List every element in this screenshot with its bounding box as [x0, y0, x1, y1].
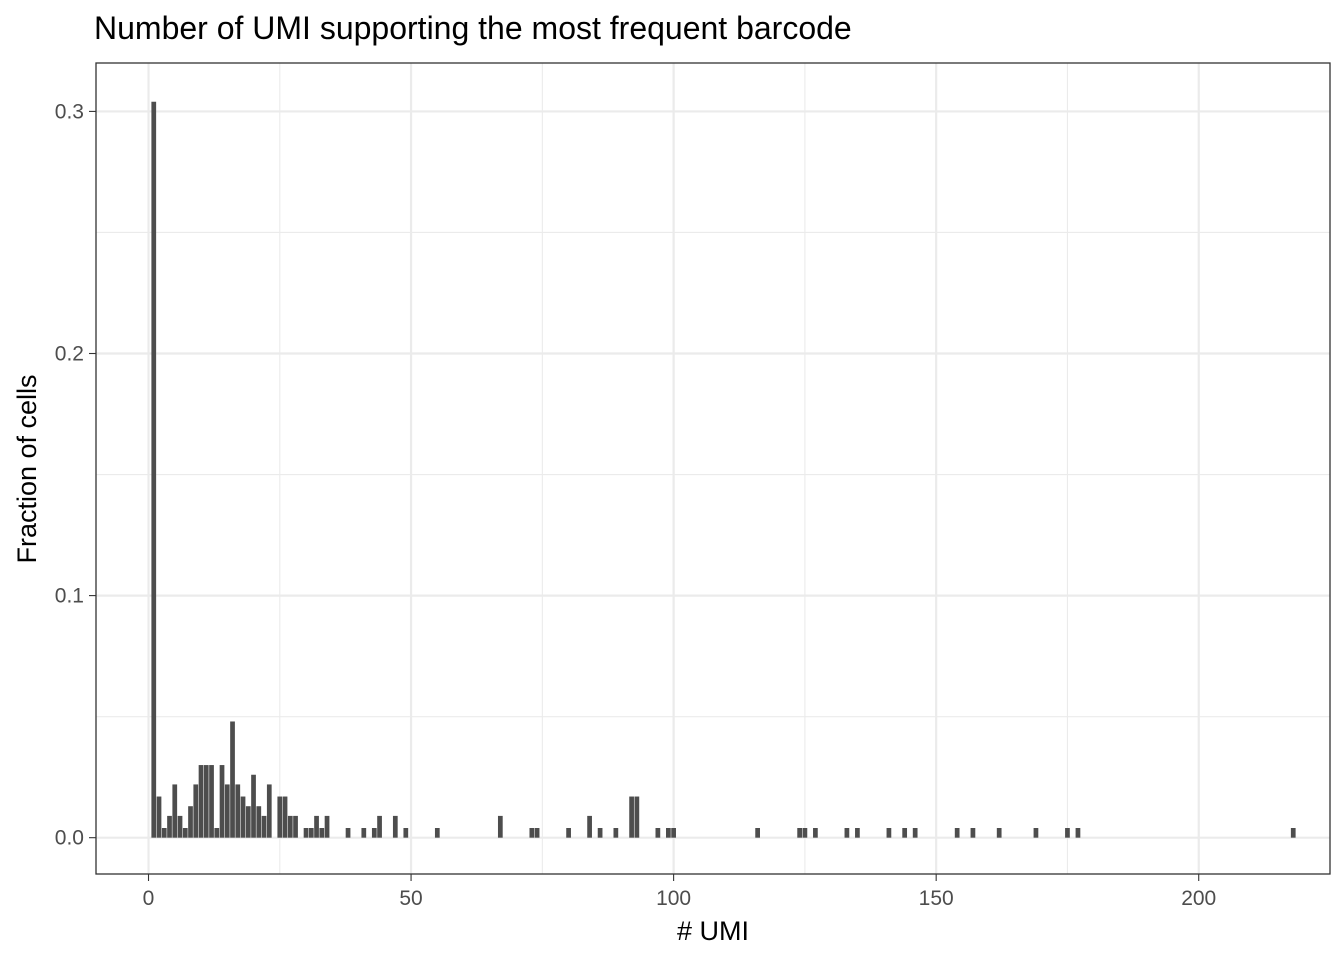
bar	[655, 828, 661, 838]
bar	[1033, 828, 1039, 838]
bar	[230, 721, 235, 838]
bar	[1290, 828, 1296, 838]
bar	[434, 828, 440, 838]
bar	[797, 828, 803, 838]
bar	[912, 828, 918, 838]
bar	[314, 815, 319, 838]
bar	[151, 101, 157, 838]
bar	[235, 784, 241, 838]
bar	[813, 828, 818, 838]
bar	[224, 784, 230, 838]
bar	[319, 828, 325, 838]
bar	[324, 815, 330, 838]
bar	[1065, 828, 1070, 838]
bar	[172, 784, 178, 838]
y-tick-label: 0.1	[55, 585, 84, 608]
bar	[597, 828, 603, 838]
y-tick-label: 0.0	[55, 827, 84, 850]
bar	[219, 765, 225, 838]
bar	[182, 828, 188, 838]
bar	[161, 828, 167, 838]
bar	[303, 828, 309, 838]
bar	[293, 815, 298, 838]
bar	[214, 828, 220, 838]
x-tick-label: 200	[1181, 887, 1216, 910]
bar	[634, 796, 640, 838]
bar	[902, 828, 908, 838]
bar	[188, 806, 193, 838]
bar	[277, 796, 283, 838]
x-tick-label: 150	[919, 887, 954, 910]
bar	[970, 828, 976, 838]
bar	[529, 828, 535, 838]
x-tick-label: 50	[399, 887, 422, 910]
bar	[240, 796, 246, 838]
bar	[534, 828, 540, 838]
bar	[403, 828, 409, 838]
bar	[1075, 828, 1081, 838]
bar	[167, 815, 172, 838]
bars	[151, 101, 1296, 838]
bar	[497, 815, 503, 838]
chart-title: Number of UMI supporting the most freque…	[94, 10, 852, 46]
bar	[287, 815, 293, 838]
bar	[251, 774, 256, 838]
bar	[377, 815, 382, 838]
y-tick-label: 0.3	[55, 100, 84, 123]
bar	[245, 806, 251, 838]
bar	[886, 828, 892, 838]
bar	[587, 815, 592, 838]
bar	[198, 765, 204, 838]
bar	[671, 828, 676, 838]
y-tick-label: 0.2	[55, 343, 84, 366]
bar	[345, 828, 351, 838]
x-axis-label: # UMI	[677, 916, 749, 946]
bar	[308, 828, 314, 838]
bar	[177, 815, 183, 838]
bar	[203, 765, 209, 838]
bar	[371, 828, 377, 838]
bar	[266, 784, 272, 838]
bar	[361, 828, 367, 838]
bar	[193, 784, 199, 838]
bar	[392, 815, 398, 838]
bar	[566, 828, 571, 838]
bar	[209, 765, 214, 838]
bar	[261, 815, 267, 838]
axis-ticks: 0 50 100 150 200 0.0 0.1 0.2 0.3	[55, 100, 1216, 910]
bar	[996, 828, 1002, 838]
bar	[954, 828, 960, 838]
bar	[613, 828, 619, 838]
bar	[666, 828, 671, 838]
bar	[256, 806, 262, 838]
bar	[802, 828, 808, 838]
bar	[629, 796, 634, 838]
bar	[156, 796, 162, 838]
bar	[855, 828, 860, 838]
plot-panel	[95, 62, 1331, 875]
y-axis-label: Fraction of cells	[12, 374, 42, 563]
x-tick-label: 0	[143, 887, 155, 910]
x-tick-label: 100	[656, 887, 691, 910]
bar	[282, 796, 288, 838]
gridlines	[96, 63, 1330, 874]
bar	[755, 828, 760, 838]
bar	[844, 828, 850, 838]
